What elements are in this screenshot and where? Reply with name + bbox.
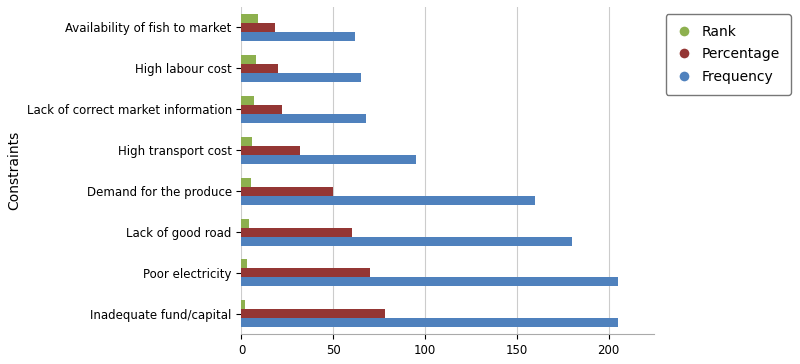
Bar <box>242 300 245 309</box>
Bar <box>242 155 416 164</box>
Bar <box>242 318 618 327</box>
Bar <box>242 277 618 286</box>
Bar <box>242 64 278 73</box>
Bar <box>242 23 274 32</box>
Y-axis label: Constraints: Constraints <box>7 131 21 210</box>
Bar <box>242 14 258 23</box>
Bar <box>242 32 355 41</box>
Bar <box>242 178 250 187</box>
Bar <box>242 195 535 205</box>
Bar <box>242 268 370 277</box>
Legend: Rank, Percentage, Frequency: Rank, Percentage, Frequency <box>666 14 791 95</box>
Bar <box>242 260 247 268</box>
Bar <box>242 146 300 155</box>
Bar <box>242 96 254 105</box>
Bar <box>242 73 361 82</box>
Bar <box>242 187 334 195</box>
Bar <box>242 218 249 228</box>
Bar <box>242 237 572 246</box>
Bar <box>242 309 385 318</box>
Bar <box>242 228 351 237</box>
Bar <box>242 136 253 146</box>
Bar <box>242 105 282 114</box>
Bar <box>242 114 366 123</box>
Bar <box>242 55 256 64</box>
